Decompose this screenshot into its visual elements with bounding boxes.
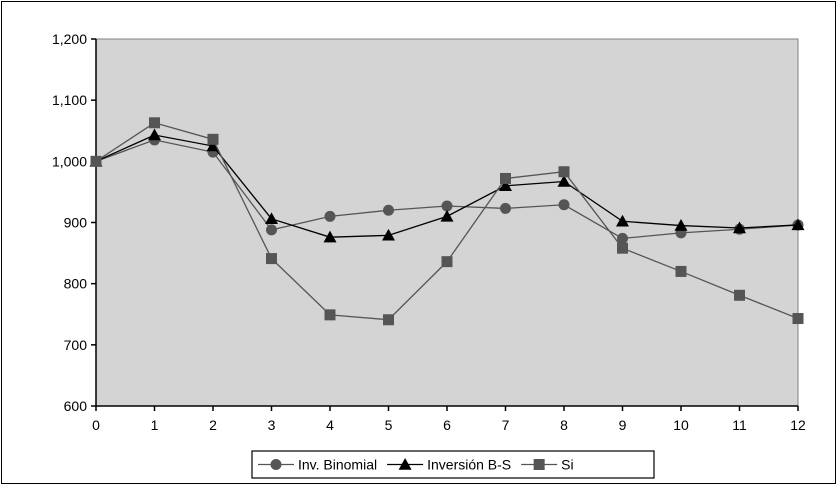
data-point-circle bbox=[324, 210, 336, 222]
data-point-square bbox=[558, 166, 570, 178]
data-point-square bbox=[500, 172, 511, 184]
x-tick-label: 11 bbox=[732, 417, 747, 433]
series-layer bbox=[89, 117, 805, 326]
data-point-triangle bbox=[382, 228, 395, 241]
x-tick-label: 8 bbox=[560, 417, 568, 433]
legend-entry-circle: Inv. Binomial bbox=[258, 457, 377, 473]
x-tick-label: 0 bbox=[92, 417, 100, 433]
legend-entry-square: Si bbox=[521, 457, 574, 473]
plot-area bbox=[95, 38, 799, 407]
data-point-triangle bbox=[323, 230, 337, 243]
data-point-square bbox=[383, 314, 394, 326]
legend: Inv. Binomial Inversión B-S Si bbox=[251, 450, 655, 479]
y-tick-label: 600 bbox=[64, 398, 88, 414]
x-tick-label: 1 bbox=[151, 417, 159, 433]
legend-marker-triangle bbox=[398, 458, 412, 470]
data-point-circle bbox=[500, 202, 511, 214]
data-point-circle bbox=[266, 224, 277, 236]
data-point-circle bbox=[558, 199, 570, 211]
x-tick-label: 6 bbox=[443, 417, 451, 433]
legend-entry-triangle: Inversión B-S bbox=[387, 457, 511, 473]
data-point-square bbox=[675, 265, 687, 277]
data-point-square bbox=[792, 313, 804, 325]
x-tick-label: 5 bbox=[385, 417, 393, 433]
y-tick-label: 1,200 bbox=[52, 31, 87, 47]
data-point-triangle bbox=[206, 139, 220, 152]
series-square bbox=[90, 117, 804, 326]
data-point-circle bbox=[441, 200, 453, 212]
x-tick-label: 9 bbox=[619, 417, 627, 433]
data-point-triangle bbox=[557, 175, 571, 187]
y-tick-label: 700 bbox=[64, 337, 88, 353]
x-tick-label: 4 bbox=[326, 417, 334, 433]
y-tick-label: 1,000 bbox=[52, 153, 87, 169]
data-point-triangle bbox=[616, 214, 629, 227]
legend-marker-square bbox=[533, 459, 545, 470]
y-axis: 600 700 800 900 1,000 1,100 1,200 bbox=[52, 31, 97, 414]
data-point-square bbox=[734, 289, 745, 301]
data-point-triangle bbox=[265, 212, 278, 225]
data-point-square bbox=[324, 309, 336, 321]
legend-marker-circle bbox=[270, 459, 282, 470]
x-tick-label: 10 bbox=[673, 417, 689, 433]
data-point-triangle bbox=[674, 219, 688, 231]
data-point-triangle bbox=[733, 221, 746, 234]
data-point-square bbox=[90, 155, 102, 167]
legend-box bbox=[251, 450, 655, 479]
y-tick-label: 900 bbox=[64, 215, 88, 231]
x-tick-label: 3 bbox=[268, 417, 276, 433]
legend-label: Inv. Binomial bbox=[298, 457, 377, 473]
x-axis: 0 1 2 3 4 5 6 7 8 9 10 11 12 bbox=[92, 405, 806, 433]
data-point-square bbox=[441, 256, 453, 268]
legend-label: Inversión B-S bbox=[427, 457, 511, 473]
data-point-triangle bbox=[440, 209, 454, 222]
data-point-square bbox=[617, 242, 628, 254]
data-point-circle bbox=[383, 204, 394, 216]
data-point-square bbox=[149, 117, 160, 129]
y-tick-label: 1,100 bbox=[52, 92, 87, 108]
y-tick-label: 800 bbox=[64, 276, 88, 292]
x-tick-label: 7 bbox=[502, 417, 510, 433]
x-tick-label: 2 bbox=[209, 417, 217, 433]
data-point-triangle bbox=[148, 128, 161, 141]
data-point-circle bbox=[617, 232, 628, 244]
data-point-square bbox=[266, 253, 277, 265]
data-point-square bbox=[207, 133, 219, 145]
x-tick-label: 12 bbox=[790, 417, 806, 433]
data-point-triangle bbox=[791, 218, 805, 231]
data-point-triangle bbox=[499, 179, 512, 191]
legend-label: Si bbox=[561, 457, 573, 473]
